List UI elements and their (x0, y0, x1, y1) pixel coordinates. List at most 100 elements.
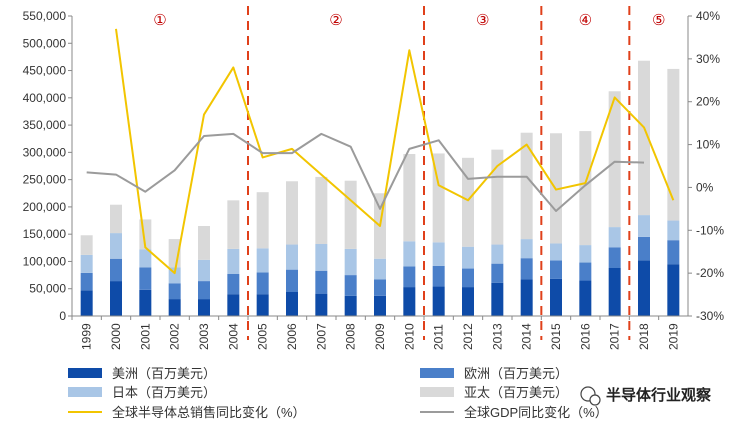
bar-japan-2015 (550, 243, 562, 261)
bar-japan-2003 (198, 259, 210, 282)
bar-japan-2000 (110, 233, 122, 259)
x-tick-label: 1999 (80, 323, 94, 350)
bar-japan-2008 (344, 248, 357, 276)
line-gdp_growth (86, 132, 645, 212)
bar-americas-2012 (462, 287, 474, 316)
bar-americas-2019 (667, 264, 680, 316)
bar-americas-2018 (638, 260, 650, 316)
x-tick-label: 2000 (109, 323, 123, 350)
bar-japan-2005 (256, 248, 269, 273)
wechat-icon-bubble (589, 394, 601, 406)
x-tick-label: 2014 (520, 323, 534, 350)
period-label: ② (329, 12, 342, 29)
x-tick-label: 2010 (402, 323, 416, 350)
bar-americas-2000 (110, 281, 122, 316)
legend-swatch-japan (68, 387, 102, 397)
bar-europe-1999 (80, 272, 93, 291)
y-right-tick-label: 40% (696, 9, 720, 23)
watermark-text: 半导体行业观察 (606, 386, 712, 404)
bar-europe-2018 (638, 236, 650, 261)
bar-europe-2019 (667, 240, 680, 265)
bar-americas-2010 (403, 287, 416, 316)
bar-japan-2018 (638, 215, 650, 237)
bar-americas-2006 (286, 292, 298, 316)
bar-europe-2009 (374, 279, 386, 296)
bar-japan-2012 (462, 246, 474, 269)
y-left-tick-label: 50,000 (29, 282, 66, 296)
x-tick-label: 2004 (226, 323, 240, 350)
x-tick-label: 2006 (285, 323, 299, 350)
x-tick-label: 2009 (373, 323, 387, 350)
bar-apac-2017 (608, 91, 621, 228)
bar-apac-2016 (579, 131, 592, 246)
x-tick-label: 2001 (138, 323, 152, 350)
bar-europe-2017 (608, 247, 621, 268)
x-tick-label: 2013 (490, 323, 504, 350)
bar-japan-2017 (608, 227, 621, 248)
y-left-tick-label: 100,000 (23, 254, 67, 268)
y-right-tick-label: -20% (696, 266, 724, 280)
period-dividers (247, 6, 631, 340)
line-semi_growth (115, 28, 675, 275)
bar-americas-2007 (315, 293, 328, 316)
x-tick-label: 2007 (314, 323, 328, 350)
bar-europe-2013 (491, 263, 504, 283)
bar-americas-2011 (432, 286, 445, 316)
bar-americas-2003 (198, 299, 210, 316)
y-right-tick-label: -10% (696, 223, 724, 237)
bar-japan-2004 (227, 248, 240, 274)
bar-europe-2003 (198, 281, 210, 300)
bar-japan-2013 (491, 244, 504, 264)
legend-swatch-apac (420, 387, 454, 397)
y-right-tick-label: 30% (696, 52, 720, 66)
bar-japan-2007 (315, 244, 328, 271)
legend-label-europe: 欧洲（百万美元） (464, 366, 568, 381)
bar-japan-2006 (286, 244, 298, 270)
legend-label-semi_growth: 全球半导体总销售同比变化（%） (112, 405, 306, 420)
bar-europe-2006 (286, 269, 298, 292)
bar-japan-2009 (374, 258, 386, 280)
bar-apac-2013 (491, 149, 504, 245)
bar-europe-2012 (462, 268, 474, 288)
bar-americas-2005 (256, 294, 269, 316)
bar-americas-2008 (344, 295, 357, 316)
bar-europe-2001 (139, 267, 152, 290)
bar-europe-2016 (579, 262, 592, 281)
x-tick-label: 2002 (168, 323, 182, 350)
y-left-tick-label: 250,000 (23, 173, 67, 187)
legend-label-americas: 美洲（百万美元） (112, 366, 216, 381)
bar-apac-2004 (227, 200, 240, 249)
bar-apac-2018 (638, 60, 650, 216)
bar-apac-2007 (315, 176, 328, 244)
y-left-tick-label: 450,000 (23, 64, 67, 78)
x-tick-label: 2019 (666, 323, 680, 350)
y-left-tick-label: 200,000 (23, 200, 67, 214)
legend-label-gdp_growth: 全球GDP同比变化（%） (464, 405, 608, 420)
bar-apac-2012 (462, 157, 474, 247)
bar-europe-2015 (550, 260, 562, 279)
x-tick-label: 2017 (608, 323, 622, 350)
y-right-tick-label: 10% (696, 138, 720, 152)
bar-americas-2002 (168, 299, 181, 316)
bar-japan-2014 (520, 239, 533, 259)
bar-japan-1999 (80, 254, 93, 273)
bar-apac-2003 (198, 226, 210, 260)
bar-apac-2008 (344, 180, 357, 249)
x-tick-label: 2016 (578, 323, 592, 350)
labels-layer: ① ② ③ ④ ⑤ (153, 12, 665, 29)
y-left-tick-label: 0 (59, 309, 66, 323)
bar-japan-2016 (579, 245, 592, 263)
bar-japan-2001 (139, 249, 152, 268)
bar-apac-1999 (80, 235, 93, 255)
bar-europe-2002 (168, 283, 181, 300)
y-left-tick-label: 350,000 (23, 118, 67, 132)
bar-europe-2008 (344, 275, 357, 296)
bar-americas-2014 (520, 279, 533, 316)
x-tick-label: 2015 (549, 323, 563, 350)
bar-apac-2006 (286, 181, 298, 245)
bar-japan-2019 (667, 220, 680, 241)
y-left-tick-label: 400,000 (23, 91, 67, 105)
y-left-tick-label: 550,000 (23, 9, 67, 23)
